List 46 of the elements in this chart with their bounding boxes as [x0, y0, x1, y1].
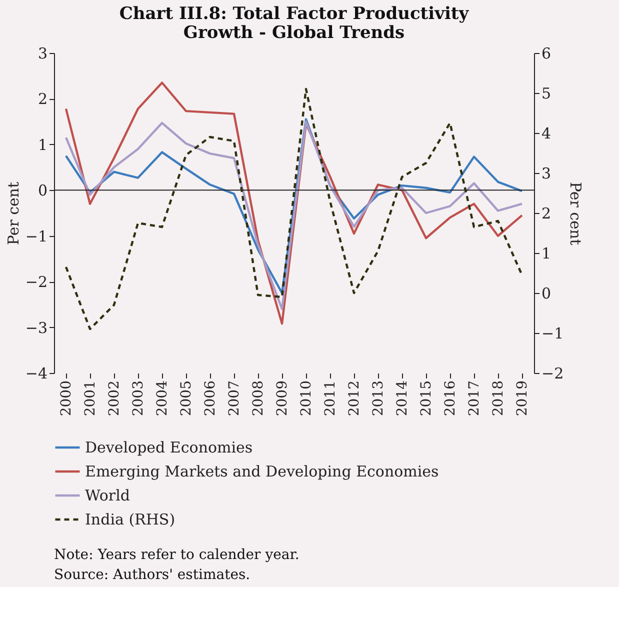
x-tick-label: 2009 [274, 380, 290, 416]
x-tick-label: 2011 [322, 380, 338, 416]
x-tick-label: 2012 [346, 380, 362, 416]
chart-title: Chart III.8: Total Factor Productivity Growth - Global Trends [119, 4, 470, 43]
x-tick-label: 2014 [394, 380, 410, 416]
x-tick-label: 2010 [298, 380, 314, 416]
y2-tick-label: 4 [542, 124, 552, 142]
x-tick-label: 2016 [442, 380, 458, 416]
x-tick-label: 2004 [154, 380, 170, 416]
x-tick-label: 2018 [490, 380, 506, 416]
x-tick-label: 2007 [226, 380, 242, 416]
x-tick-label: 2019 [514, 380, 530, 416]
y-tick-label: −1 [25, 227, 48, 246]
x-tick-label: 2005 [178, 380, 194, 416]
x-tick-label: 2003 [130, 380, 146, 416]
y2-tick-label: 6 [542, 44, 552, 62]
y2-tick-label: −2 [542, 364, 564, 382]
y2-tick-label: 0 [542, 284, 552, 302]
source-note: Source: Authors' estimates. [54, 567, 250, 583]
y2-tick-label: 2 [542, 204, 552, 222]
y2-tick-label: 5 [542, 84, 552, 102]
y-tick-label: −4 [25, 364, 48, 382]
x-tick-label: 2015 [418, 380, 434, 416]
x-tick-label: 2001 [82, 380, 98, 416]
text: Note: Years refer to calender year. [54, 547, 300, 563]
x-tick-label: 2000 [58, 380, 74, 416]
y-tick-label: 2 [38, 90, 48, 108]
y2-tick-label: 3 [542, 164, 552, 182]
x-tick-label: 2013 [370, 380, 386, 416]
y-tick-label: −2 [25, 273, 48, 292]
x-tick-label: 2002 [106, 380, 122, 416]
y-tick-label: 0 [38, 182, 48, 200]
legend-label: Emerging Markets and Developing Economies [85, 462, 439, 480]
x-tick-label: 2008 [250, 380, 266, 416]
legend-label: World [85, 486, 130, 504]
y-axis-title: Per cent [4, 182, 22, 246]
legend-label: Developed Economies [85, 438, 253, 456]
y2-tick-label: −1 [542, 324, 564, 342]
legend-label: India (RHS) [85, 510, 176, 528]
y2-axis-title: Per cent [566, 182, 585, 246]
y-tick-label: −3 [25, 318, 48, 337]
y-tick-label: 1 [38, 136, 48, 154]
y2-tick-label: 1 [542, 244, 552, 262]
x-tick-label: 2017 [466, 380, 482, 416]
y-tick-label: 3 [38, 44, 48, 62]
x-tick-label: 2006 [202, 380, 218, 416]
